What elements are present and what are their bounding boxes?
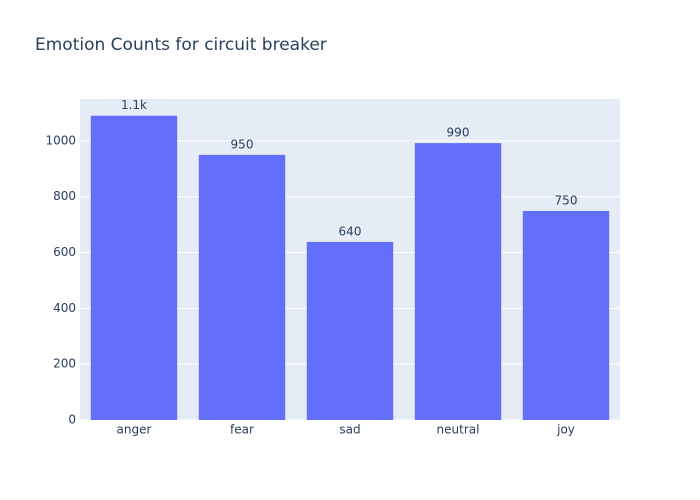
- value-label: 990: [447, 126, 470, 140]
- y-tick-label: 800: [53, 189, 76, 203]
- x-tick-label: fear: [230, 423, 254, 437]
- value-label: 640: [339, 224, 362, 238]
- value-label: 750: [555, 193, 578, 207]
- x-tick-label: neutral: [437, 423, 480, 437]
- x-tick-label: joy: [556, 423, 575, 437]
- y-tick-label: 0: [68, 413, 76, 427]
- y-tick-label: 1000: [45, 133, 76, 147]
- chart-title: Emotion Counts for circuit breaker: [35, 35, 327, 55]
- bar: [198, 154, 286, 420]
- bar: [414, 143, 502, 421]
- y-tick-label: 400: [53, 301, 76, 315]
- bar: [90, 115, 178, 420]
- y-tick-label: 200: [53, 357, 76, 371]
- value-label: 950: [231, 137, 254, 151]
- value-label: 1.1k: [121, 98, 147, 112]
- bar: [306, 241, 394, 420]
- bar: [522, 210, 610, 420]
- x-tick-label: anger: [117, 423, 152, 437]
- x-tick-label: sad: [339, 423, 360, 437]
- y-tick-label: 600: [53, 245, 76, 259]
